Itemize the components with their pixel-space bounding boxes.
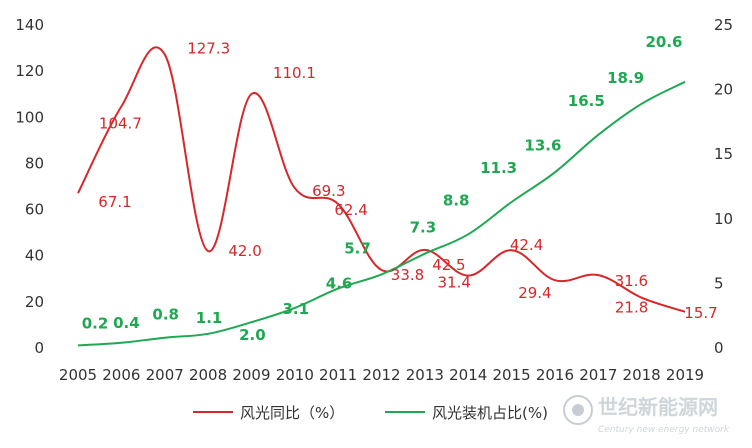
data-label-red: 110.1 bbox=[273, 64, 316, 82]
x-tick-label: 2019 bbox=[666, 366, 704, 384]
series-line-green bbox=[77, 80, 686, 347]
y-left-tick-label: 80 bbox=[25, 154, 44, 172]
x-tick-label: 2015 bbox=[492, 366, 530, 384]
series-line-red bbox=[77, 46, 686, 313]
data-label-green: 2.0 bbox=[239, 326, 266, 344]
data-label-green: 7.3 bbox=[410, 219, 437, 237]
data-label-green: 0.2 bbox=[82, 314, 109, 332]
watermark-logo-core-icon bbox=[572, 404, 584, 416]
y-right-tick-label: 0 bbox=[714, 339, 724, 357]
x-tick-label: 2013 bbox=[406, 366, 444, 384]
data-label-green: 8.8 bbox=[443, 191, 470, 209]
x-tick-label: 2005 bbox=[59, 366, 97, 384]
y-right-tick-label: 10 bbox=[714, 210, 733, 228]
data-label-red: 29.4 bbox=[518, 284, 551, 302]
y-left-tick-label: 40 bbox=[25, 247, 44, 265]
legend: 风光同比（%） 风光装机占比(%) bbox=[193, 404, 548, 422]
y-left-tick-label: 100 bbox=[15, 108, 44, 126]
y-right-tick-label: 20 bbox=[714, 81, 733, 99]
data-label-red: 69.3 bbox=[312, 182, 345, 200]
y-right-tick-label: 5 bbox=[714, 274, 724, 292]
data-label-green: 16.5 bbox=[568, 92, 605, 110]
data-labels: 67.1104.7127.342.0110.169.362.433.842.53… bbox=[82, 33, 718, 344]
data-label-red: 42.4 bbox=[510, 236, 543, 254]
legend-label-green: 风光装机占比(%) bbox=[432, 404, 548, 422]
data-label-green: 4.6 bbox=[326, 275, 353, 293]
data-label-green: 11.3 bbox=[480, 159, 517, 177]
x-tick-label: 2010 bbox=[276, 366, 314, 384]
watermark-logo-icon bbox=[563, 395, 593, 425]
y-right-tick-label: 25 bbox=[714, 16, 733, 34]
data-label-red: 62.4 bbox=[334, 201, 367, 219]
data-label-red: 42.5 bbox=[432, 256, 465, 274]
data-label-red: 31.4 bbox=[437, 274, 470, 292]
x-tick-label: 2017 bbox=[579, 366, 617, 384]
data-label-red: 42.0 bbox=[228, 242, 261, 260]
data-label-red: 33.8 bbox=[391, 266, 424, 284]
x-axis: 2005 2006 2007 2008 2009 2010 2011 2012 2013 2014… bbox=[59, 366, 704, 384]
y-left-tick-label: 60 bbox=[25, 201, 44, 219]
x-tick-label: 2008 bbox=[189, 366, 227, 384]
x-tick-label: 2012 bbox=[362, 366, 400, 384]
data-label-green: 13.6 bbox=[524, 136, 561, 154]
data-label-green: 0.4 bbox=[113, 314, 140, 332]
y-right-tick-label: 15 bbox=[714, 145, 733, 163]
data-label-red: 67.1 bbox=[98, 193, 131, 211]
data-label-red: 15.7 bbox=[684, 304, 717, 322]
y-left-tick-label: 120 bbox=[15, 62, 44, 80]
x-tick-label: 2016 bbox=[536, 366, 574, 384]
y-left-axis: 0 20 40 60 80 100 120 140 bbox=[15, 16, 44, 357]
x-tick-label: 2014 bbox=[449, 366, 487, 384]
y-right-axis: 0 5 10 15 20 25 bbox=[714, 16, 733, 357]
data-label-red: 127.3 bbox=[187, 39, 230, 57]
x-tick-label: 2006 bbox=[102, 366, 140, 384]
data-label-red: 104.7 bbox=[99, 114, 142, 132]
y-left-tick-label: 20 bbox=[25, 293, 44, 311]
x-tick-label: 2007 bbox=[146, 366, 184, 384]
legend-label-red: 风光同比（%） bbox=[240, 404, 344, 422]
x-tick-label: 2018 bbox=[623, 366, 661, 384]
y-left-tick-label: 0 bbox=[34, 339, 44, 357]
watermark-subtitle: Century new energy network bbox=[598, 425, 730, 435]
x-tick-label: 2011 bbox=[319, 366, 357, 384]
series-lines bbox=[77, 46, 686, 347]
watermark: 世纪新能源网 Century new energy network bbox=[563, 395, 730, 435]
data-label-green: 5.7 bbox=[344, 239, 371, 257]
x-tick-label: 2009 bbox=[232, 366, 270, 384]
data-label-red: 21.8 bbox=[615, 299, 648, 317]
data-label-green: 0.8 bbox=[152, 306, 179, 324]
data-label-green: 20.6 bbox=[645, 33, 682, 51]
data-label-green: 1.1 bbox=[196, 309, 223, 327]
y-left-tick-label: 140 bbox=[15, 16, 44, 34]
data-label-green: 3.1 bbox=[283, 300, 310, 318]
data-label-red: 31.6 bbox=[615, 272, 648, 290]
watermark-title: 世纪新能源网 bbox=[598, 395, 718, 419]
data-label-green: 18.9 bbox=[607, 69, 644, 87]
